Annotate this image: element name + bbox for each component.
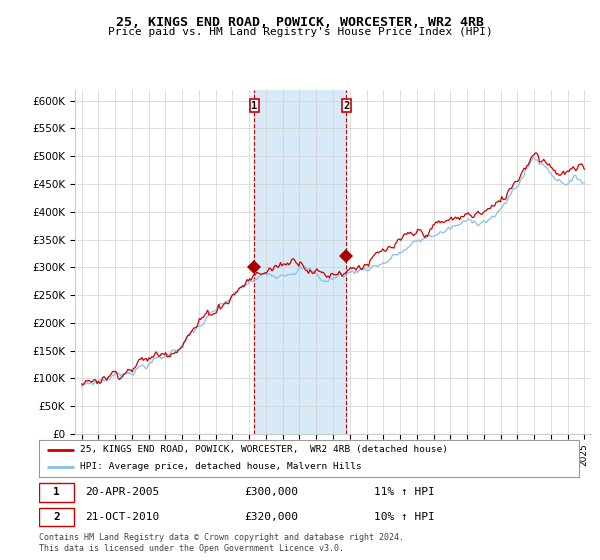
Text: 25, KINGS END ROAD, POWICK, WORCESTER, WR2 4RB: 25, KINGS END ROAD, POWICK, WORCESTER, W… bbox=[116, 16, 484, 29]
Text: Price paid vs. HM Land Registry's House Price Index (HPI): Price paid vs. HM Land Registry's House … bbox=[107, 27, 493, 37]
Text: 11% ↑ HPI: 11% ↑ HPI bbox=[374, 487, 434, 497]
FancyBboxPatch shape bbox=[39, 507, 74, 526]
Text: 25, KINGS END ROAD, POWICK, WORCESTER,  WR2 4RB (detached house): 25, KINGS END ROAD, POWICK, WORCESTER, W… bbox=[79, 445, 448, 454]
FancyBboxPatch shape bbox=[39, 483, 74, 502]
Text: 1: 1 bbox=[251, 101, 257, 111]
Text: 2: 2 bbox=[343, 101, 350, 111]
Text: £300,000: £300,000 bbox=[244, 487, 298, 497]
Text: 2: 2 bbox=[53, 512, 60, 522]
Text: 1: 1 bbox=[53, 487, 60, 497]
Text: HPI: Average price, detached house, Malvern Hills: HPI: Average price, detached house, Malv… bbox=[79, 463, 361, 472]
Text: 20-APR-2005: 20-APR-2005 bbox=[85, 487, 159, 497]
Bar bbox=[254, 90, 346, 434]
Text: Contains HM Land Registry data © Crown copyright and database right 2024.
This d: Contains HM Land Registry data © Crown c… bbox=[39, 533, 404, 553]
Text: 21-OCT-2010: 21-OCT-2010 bbox=[85, 512, 159, 522]
Text: £320,000: £320,000 bbox=[244, 512, 298, 522]
Text: 10% ↑ HPI: 10% ↑ HPI bbox=[374, 512, 434, 522]
